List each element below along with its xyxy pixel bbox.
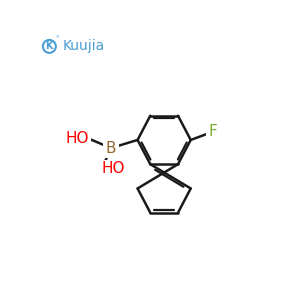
Text: Kuujia: Kuujia [62, 39, 105, 53]
Text: HO: HO [102, 161, 125, 176]
Text: K: K [46, 41, 53, 51]
Text: HO: HO [66, 131, 89, 146]
Text: °: ° [55, 37, 59, 43]
Text: F: F [208, 124, 217, 140]
Text: B: B [106, 140, 116, 155]
